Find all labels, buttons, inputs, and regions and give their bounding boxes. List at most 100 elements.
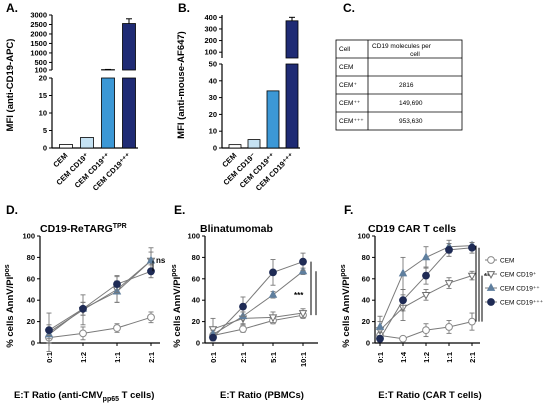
panel-label-d: D. (6, 203, 18, 217)
panel-f-y-axis-label: % cells AnnV/PIpos (340, 264, 352, 347)
data-point (400, 297, 407, 304)
y-tick-label: 50 (209, 60, 217, 69)
panel-e-title: Blinatumomab (200, 223, 273, 235)
panel-f-title: CD19 CAR T cells (368, 223, 456, 235)
y-tick-label: 1500 (30, 39, 47, 48)
y-tick-label: 300 (204, 24, 217, 33)
table-header-line: CD19 molecules per (372, 43, 432, 50)
bar (286, 21, 298, 58)
data-point (114, 325, 121, 332)
table-header-line: cell (410, 51, 420, 58)
data-point (423, 327, 430, 334)
panel-d-title: CD19-ReTARGTPR (40, 223, 127, 235)
data-point (80, 330, 87, 337)
x-tick-label: 5:1 (269, 352, 278, 363)
table-cell-cell: CEM⁺⁺ (339, 100, 361, 107)
panel-label-a: A. (6, 1, 18, 15)
x-tick-label: 0:1 (209, 352, 218, 363)
panel-b-bar-chart: MFI (anti-mouse-AF647) 01020304050100200… (176, 13, 300, 193)
panel-e-line-chart: Blinatumomab % cells AnnV/PIpos E:T Rati… (171, 223, 318, 401)
data-point (423, 272, 430, 279)
y-tick-label: 100 (357, 232, 370, 241)
panel-e-y-axis-label: % cells AnnV/PIpos (171, 264, 183, 347)
y-tick-label: 100 (22, 232, 35, 241)
y-tick-label: 30 (209, 93, 217, 102)
table-cell-value: 953,630 (399, 118, 423, 125)
data-point (469, 318, 476, 325)
table-cell-cell: Cell (339, 46, 351, 53)
panel-f-y-label-text: % cells AnnV/PI (341, 277, 352, 348)
y-tick-label: 60 (362, 274, 370, 283)
bar (123, 24, 136, 70)
x-tick-label: 1:2 (422, 352, 431, 363)
x-tick-label: 2:1 (147, 352, 156, 363)
y-tick-label: 40 (27, 296, 35, 305)
data-point (270, 269, 277, 276)
panel-d-y-axis-label: % cells AnnV/PIpos (4, 264, 16, 347)
bar (248, 140, 260, 148)
y-tick-label: 0 (366, 339, 370, 348)
y-tick-label: 0 (196, 339, 200, 348)
x-tick-label: 1:4 (399, 351, 408, 363)
y-tick-label: 500 (34, 58, 47, 67)
data-point (148, 314, 155, 321)
data-point (114, 281, 121, 288)
legend-entry: CEM (500, 258, 514, 265)
y-tick-label: 100 (187, 232, 200, 241)
panel-f-line-chart: CD19 CAR T cells % cells AnnV/PIpos E:T … (340, 223, 491, 401)
panel-a-bar-chart: MFI (anti-CD19-APC) 05101520100500100015… (5, 11, 138, 193)
y-tick-label: 20 (362, 317, 370, 326)
data-point (423, 292, 430, 298)
panel-e-x-axis-label: E:T Ratio (PBMCs) (220, 390, 304, 401)
y-tick-label: 2500 (30, 20, 47, 29)
panel-d-line-chart: CD19-ReTARGTPR % cells AnnV/PIpos E:T Ra… (4, 223, 166, 403)
bar-lower-segment (102, 78, 115, 148)
data-point (446, 324, 453, 331)
y-tick-label: 40 (209, 76, 217, 85)
panel-b-y-axis-label: MFI (anti-mouse-AF647) (176, 31, 187, 139)
table-cell-cell: CEM⁺ (339, 82, 357, 89)
y-tick-label: 2000 (30, 29, 47, 38)
y-tick-label: 20 (209, 110, 217, 119)
y-tick-label: 40 (192, 296, 200, 305)
y-tick-label: 20 (39, 74, 47, 83)
data-point (446, 247, 453, 254)
significance-annotation: *** (294, 291, 304, 300)
x-tick-label: 1:1 (445, 352, 454, 363)
panel-a-y-axis-label: MFI (anti-CD19-APC) (5, 39, 16, 132)
data-point (210, 334, 217, 341)
legend-marker (488, 284, 495, 290)
y-tick-label: 0 (31, 339, 35, 348)
y-tick-label: 10 (209, 127, 217, 136)
y-tick-label: 40 (362, 296, 370, 305)
y-tick-label: 80 (362, 253, 370, 262)
legend-entry: CEM CD19⁺⁺ (500, 286, 540, 293)
y-tick-label: 1000 (30, 48, 47, 57)
x-tick-label: 0:1 (376, 352, 385, 363)
panel-label-c: C. (343, 1, 355, 15)
panel-d-y-label-sup: pos (4, 264, 11, 277)
panel-d-title-sup: TPR (113, 223, 127, 230)
y-tick-label: 20 (192, 317, 200, 326)
data-point (400, 270, 407, 276)
x-tick-label: 2:1 (468, 352, 477, 363)
legend-entry: CEM CD19⁺⁺⁺ (500, 300, 544, 307)
y-tick-label: 200 (204, 36, 217, 45)
y-tick-label: 80 (27, 253, 35, 262)
panel-label-e: E. (174, 203, 185, 217)
y-tick-label: 80 (192, 253, 200, 262)
legend-marker (488, 257, 495, 264)
y-tick-label: 60 (192, 274, 200, 283)
panel-f-x-axis-label: E:T Ratio (CAR T cells) (378, 390, 481, 401)
data-point (377, 323, 384, 329)
y-tick-label: 0 (43, 144, 47, 153)
y-tick-label: 60 (27, 274, 35, 283)
y-tick-label: 10 (39, 109, 47, 118)
data-point (240, 326, 247, 333)
bar (229, 145, 241, 148)
panel-d-title-text: CD19-ReTARG (40, 223, 113, 235)
